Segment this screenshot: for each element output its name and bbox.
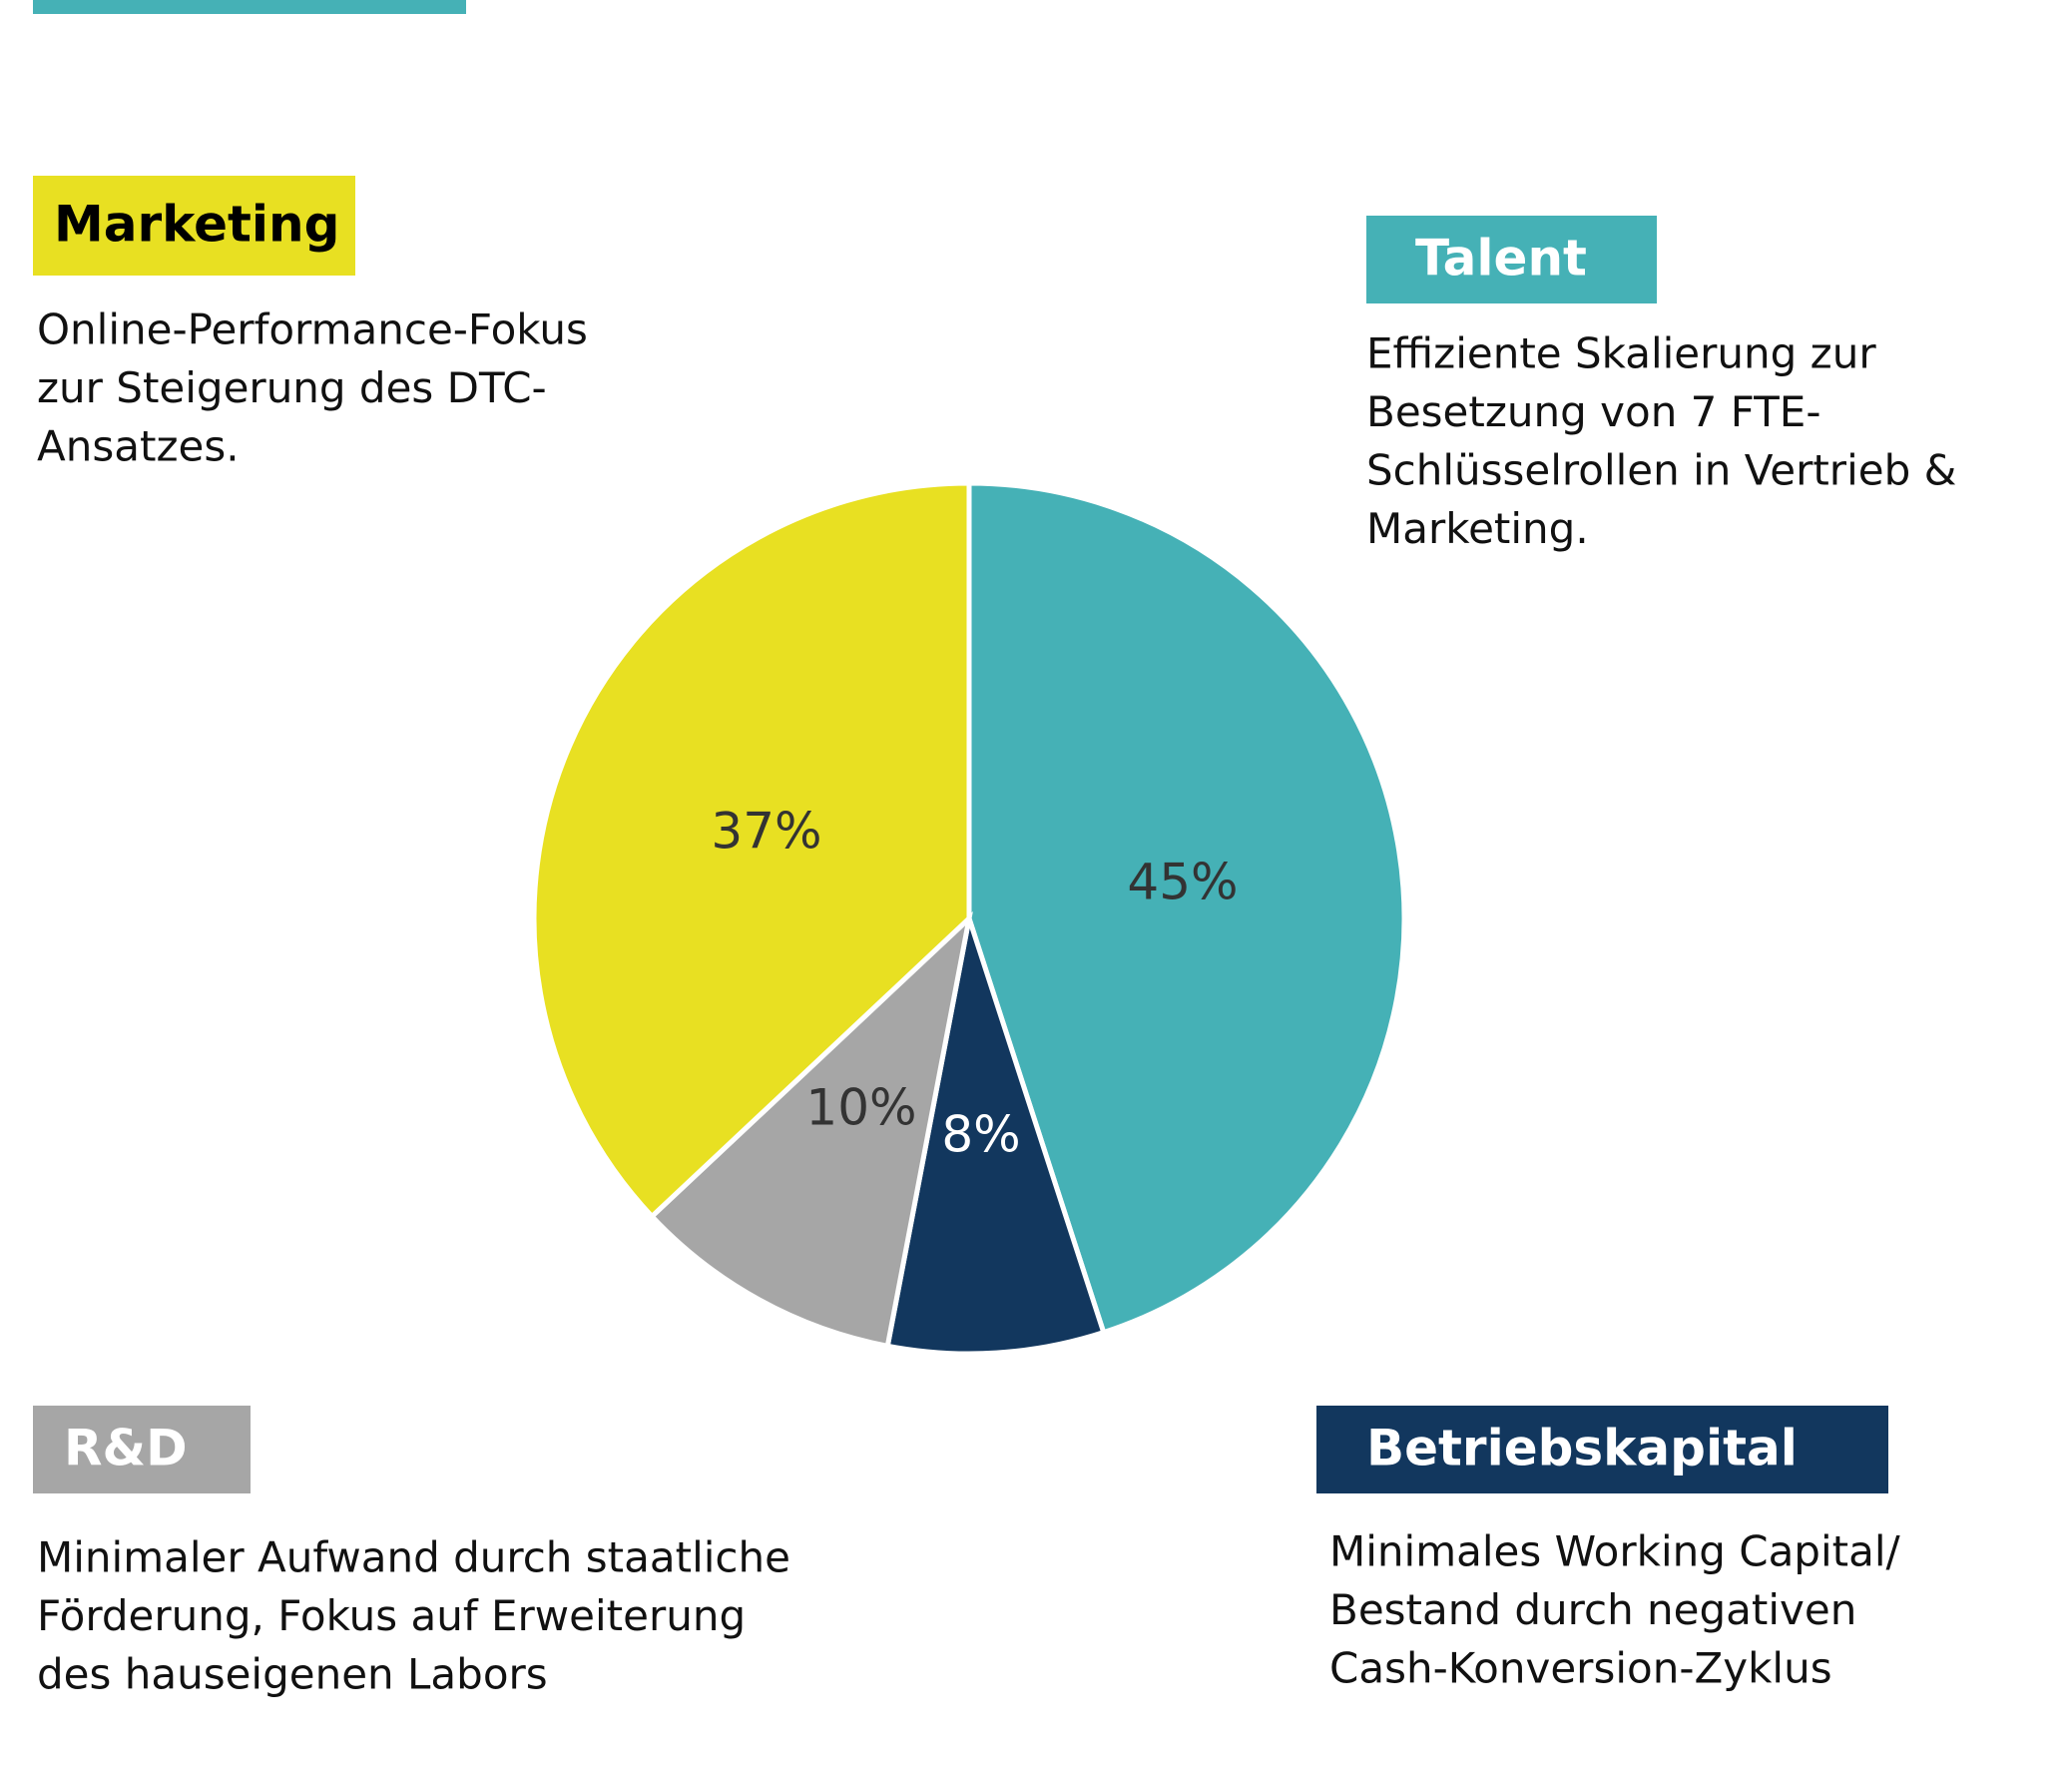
category-description: Bestand durch negativen [1329, 1585, 1856, 1634]
category-description: Online-Performance-Fokus [37, 305, 588, 354]
category-box [1366, 216, 1657, 303]
category-description: Ansatzes. [37, 422, 240, 471]
pie-slice [531, 480, 972, 1220]
slice-label: 37% [711, 803, 821, 861]
category-label: Betriebskapital [1366, 1420, 1798, 1477]
slice-label: 10% [805, 1079, 916, 1137]
category-label: Talent [1415, 230, 1587, 288]
slice-label: 8% [941, 1106, 1020, 1164]
category-box [33, 176, 355, 276]
category-description: des hauseigenen Labors [37, 1650, 548, 1699]
category-box [1316, 1406, 1888, 1493]
category-description: Cash-Konversion-Zyklus [1329, 1644, 1832, 1693]
category-box [33, 1406, 251, 1493]
category-description: Minimaler Aufwand durch staatliche [37, 1533, 790, 1582]
category-label: R&D [64, 1420, 188, 1477]
accent-bar [33, 0, 466, 14]
category-description: zur Steigerung des DTC- [37, 363, 547, 412]
pie-slice [648, 910, 973, 1350]
category-label: Marketing [54, 196, 339, 254]
pie-slice [966, 480, 1407, 1336]
category-description: Minimales Working Capital/ [1329, 1527, 1901, 1576]
category-description: Schlüsselrollen in Vertrieb & [1366, 446, 1956, 495]
category-description: Besetzung von 7 FTE- [1366, 387, 1821, 436]
category-description: Marketing. [1366, 504, 1589, 553]
category-description: Effiziente Skalierung zur [1366, 329, 1876, 378]
category-description: Förderung, Fokus auf Erweiterung [37, 1591, 746, 1640]
pie-slice [884, 917, 1107, 1357]
slice-label: 45% [1127, 854, 1238, 911]
